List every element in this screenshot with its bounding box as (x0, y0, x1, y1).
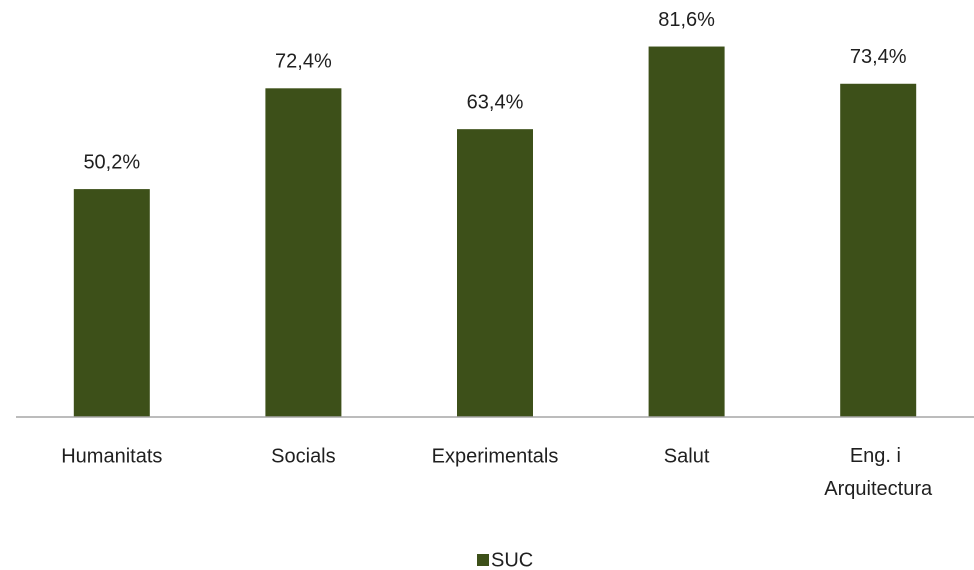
bar (840, 83, 917, 417)
data-label: 81,6% (658, 9, 715, 31)
bar (457, 129, 533, 417)
x-tick-label: Socials (271, 445, 335, 467)
x-tick-label: Humanitats (61, 445, 162, 467)
legend-label: SUC (491, 549, 533, 570)
bar (648, 46, 725, 417)
x-tick-label: Eng. i Arquitectura (824, 445, 933, 500)
data-label: 63,4% (467, 91, 524, 113)
bar (265, 88, 342, 417)
x-tick-label: Experimentals (432, 445, 559, 467)
legend-swatch (477, 554, 489, 566)
data-label: 50,2% (83, 151, 140, 173)
x-tick-label: Salut (664, 445, 710, 467)
data-label: 73,4% (850, 46, 907, 68)
data-label: 72,4% (275, 51, 332, 73)
bar (73, 189, 150, 417)
